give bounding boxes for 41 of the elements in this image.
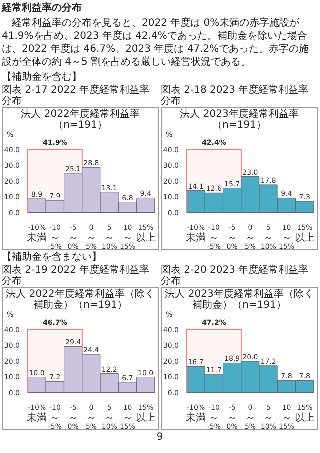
x-tick-label: -10% 未満 (27, 404, 48, 424)
x-tick-label: -10% 未満 (27, 224, 48, 244)
x-tick-label: 15% 以上 (294, 224, 315, 244)
x-tick-label: 0～ 5% (244, 404, 256, 431)
x-tick-label: 10～ 15% (120, 404, 136, 431)
chart-title: 図表 2-17 2022 年度経常利益率分布 (2, 85, 151, 107)
x-tick-label: 0～ 5% (86, 224, 98, 251)
x-tick-label: -10～ -5% (48, 404, 62, 431)
text: 【補助金を含まない】 (2, 252, 103, 264)
x-tick-label: 15% 以上 (294, 404, 315, 424)
x-tick-label: 10～ 15% (279, 224, 295, 251)
text: 【補助金を含む】 (2, 72, 83, 84)
chart-title: 図表 2-20 2023 年度経常利益率分布 (161, 265, 310, 287)
chart-title: 図表 2-19 2022 年度経常利益率分布 (2, 265, 151, 287)
chart-subtitle: 法人 2022年度経常利益率（除く補助金）（n=191） (5, 289, 156, 311)
x-tick-label: 5～ 10% (260, 224, 277, 251)
chart-subtitle: 法人 2022年度経常利益率（n=191） (20, 109, 141, 131)
x-tick-label: 0～ 5% (244, 224, 256, 251)
x-tick-label: -5～ 0% (68, 404, 80, 431)
chart-title: 図表 2-18 2023 年度経常利益率分布 (161, 85, 310, 107)
text: 経常利益率の分布を見ると、2022 年度は 0%未満の赤字施設が 41.9%を占め、2023 年度は 42.4%であった。補助金を除いた場合は、2022 年度は 46.7%、2023 年度は 47.2%であった。赤字の施設が全体の約 4～5 割を占める厳しい経営状況である。 (2, 17, 310, 69)
x-tick-label: -5～ 0% (226, 404, 238, 431)
x-tick-label: -10% 未満 (186, 224, 206, 244)
x-tick-label: 15% 以上 (136, 404, 156, 424)
x-tick-label: 15% 以上 (136, 224, 156, 244)
x-tick-label: -10～ -5% (207, 404, 222, 431)
chart-subtitle: 法人 2023年度経常利益率（n=191） (179, 109, 300, 131)
x-tick-label: -10～ -5% (48, 224, 62, 251)
x-tick-label: -10～ -5% (207, 224, 222, 251)
x-tick-label: -5～ 0% (226, 224, 238, 251)
chart-subtitle: 法人 2023年度経常利益率（除く補助金）（n=191） (164, 289, 315, 311)
x-tick-label: 0～ 5% (86, 404, 98, 431)
x-tick-label: -10% 未満 (186, 404, 206, 424)
x-tick-label: 5～ 10% (102, 404, 118, 431)
text: 経常利益率の分布 (2, 3, 83, 15)
x-tick-label: 5～ 10% (260, 404, 277, 431)
x-tick-label: 10～ 15% (279, 404, 295, 431)
text: 9 (156, 432, 164, 444)
x-tick-label: 10～ 15% (120, 224, 136, 251)
x-tick-label: -5～ 0% (68, 224, 80, 251)
x-tick-label: 5～ 10% (102, 224, 118, 251)
